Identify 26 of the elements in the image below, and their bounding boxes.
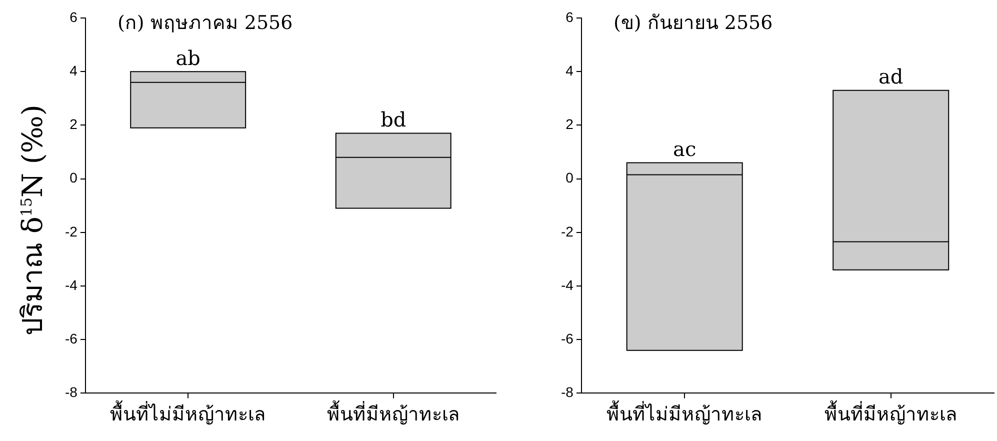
chart-title: (ก) พฤษภาคม 2556 [117, 12, 293, 34]
y-tick-label: -2 [64, 223, 78, 240]
y-tick-label: -6 [64, 330, 78, 346]
y-tick-label: -8 [64, 384, 78, 400]
annotation: ac [673, 136, 696, 161]
y-tick-label: 2 [70, 116, 78, 132]
y-tick-label: 0 [70, 170, 78, 186]
y-tick-label: 6 [70, 8, 78, 25]
y-tick-label: -2 [560, 223, 574, 240]
y-tick-label: -6 [560, 330, 574, 346]
annotation: bd [380, 107, 406, 132]
y-tick-label: -4 [64, 276, 78, 293]
y-tick-label: 4 [70, 62, 78, 78]
x-tick-label: พื้นที่ไม่มีหญ้าทะเล [110, 400, 266, 426]
x-tick-label: พื้นที่มีหญ้าทะเล [326, 400, 460, 426]
chart-title: (ข) กันยายน 2556 [613, 12, 773, 34]
x-tick-label: พื้นที่มีหญ้าทะเล [824, 400, 958, 426]
y-tick-label: -4 [560, 276, 574, 293]
y-tick-label: -8 [560, 384, 574, 400]
y-tick-label: 2 [566, 116, 574, 132]
y-tick-label: 4 [566, 62, 574, 78]
y-tick-label: 6 [566, 8, 574, 25]
annotation: ad [878, 64, 904, 89]
y-tick-label: 0 [566, 170, 574, 186]
annotation: ab [176, 46, 200, 70]
x-tick-label: พื้นที่ไม่มีหญ้าทะเล [606, 400, 763, 426]
